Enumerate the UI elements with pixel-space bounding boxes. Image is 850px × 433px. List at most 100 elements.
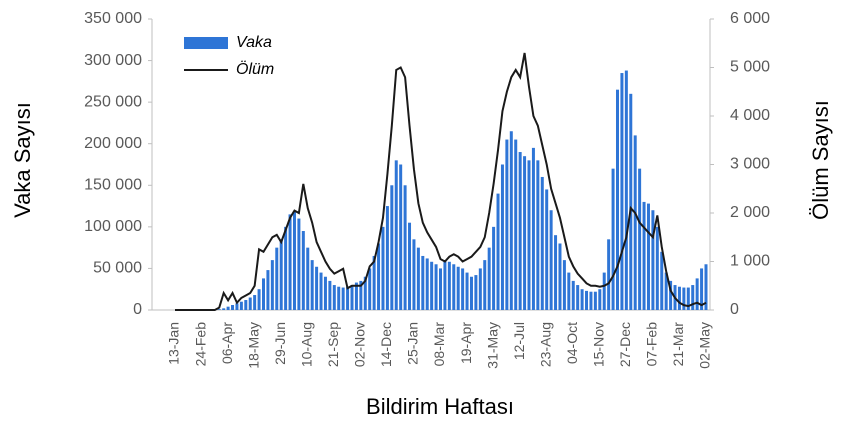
x-tick-label: 21-Sep — [325, 322, 341, 367]
bar — [469, 276, 473, 310]
bar — [598, 289, 602, 310]
x-tick-label: 07-Feb — [644, 322, 660, 367]
bar — [306, 247, 310, 310]
x-tick-label: 25-Jan — [405, 322, 421, 365]
y-tick-label: 50 000 — [93, 260, 142, 277]
bar — [461, 268, 465, 310]
y2-tick-label: 1 000 — [730, 253, 770, 270]
bar — [226, 306, 230, 310]
bar — [275, 247, 279, 310]
bar — [562, 260, 566, 310]
bar — [354, 282, 358, 310]
bar — [319, 272, 323, 310]
bar — [593, 291, 597, 310]
y-tick-label: 100 000 — [84, 218, 142, 235]
bar — [669, 280, 673, 310]
bar — [616, 89, 619, 311]
bar — [531, 147, 535, 310]
bar — [545, 189, 549, 310]
bar — [416, 247, 420, 310]
y2-tick-label: 0 — [730, 301, 739, 318]
x-tick-label: 27-Dec — [617, 322, 633, 367]
y2-tick-label: 6 000 — [730, 10, 770, 27]
y2-tick-label: 3 000 — [730, 156, 770, 173]
bar — [377, 243, 381, 310]
bar — [443, 260, 447, 310]
bar — [310, 260, 314, 310]
y-tick-label: 300 000 — [84, 52, 142, 69]
bar — [500, 164, 504, 310]
bar — [655, 226, 659, 310]
x-tick-label: 31-May — [484, 322, 500, 369]
bar — [633, 135, 637, 310]
bar — [620, 73, 624, 311]
bar — [576, 285, 580, 310]
bar — [624, 70, 628, 310]
bar — [646, 203, 650, 310]
bar — [558, 243, 562, 310]
bar — [359, 280, 363, 310]
bar — [518, 152, 522, 310]
bar — [257, 289, 261, 310]
bar — [540, 176, 544, 310]
bar — [372, 255, 376, 310]
bar — [239, 301, 243, 310]
bar — [323, 276, 327, 310]
bar — [611, 168, 615, 310]
bar — [248, 297, 252, 310]
bar — [456, 266, 460, 310]
x-tick-label: 14-Dec — [378, 322, 394, 367]
y-tick-label: 350 000 — [84, 10, 142, 27]
bar — [536, 160, 540, 310]
y2-tick-label: 4 000 — [730, 107, 770, 124]
bar — [297, 218, 301, 310]
bar — [350, 285, 354, 310]
x-tick-label: 19-Apr — [458, 322, 474, 364]
bar — [346, 286, 350, 310]
bar — [638, 168, 642, 310]
bar — [385, 206, 389, 310]
x-tick-label: 04-Oct — [564, 322, 580, 364]
bar — [363, 276, 367, 310]
bar — [554, 235, 558, 310]
y2-tick-label: 5 000 — [730, 59, 770, 76]
bar — [421, 255, 425, 310]
bar — [651, 210, 655, 310]
x-tick-label: 02-Nov — [352, 322, 368, 367]
x-tick-label: 24-Feb — [192, 322, 208, 367]
bar — [217, 309, 221, 310]
x-tick-label: 08-Mar — [431, 322, 447, 367]
bar — [439, 268, 442, 310]
bar — [580, 289, 584, 310]
x-tick-label: 10-Aug — [298, 322, 314, 367]
y-axis-title: Vaka Sayısı — [10, 102, 35, 218]
bar — [390, 185, 394, 310]
bar — [660, 251, 664, 310]
bar — [266, 270, 270, 310]
bar — [585, 290, 589, 310]
y-tick-label: 250 000 — [84, 93, 142, 110]
y2-axis-title: Ölüm Sayısı — [808, 100, 833, 220]
legend-label: Ölüm — [236, 60, 274, 78]
bar — [505, 139, 509, 310]
bar — [465, 272, 469, 310]
bar — [425, 258, 429, 310]
bar — [231, 305, 235, 310]
bar — [483, 260, 487, 310]
bar — [270, 260, 274, 310]
bar — [607, 239, 611, 310]
bar — [527, 160, 531, 310]
bar — [686, 287, 690, 310]
bar — [549, 210, 553, 310]
legend-swatch — [184, 37, 228, 49]
y-tick-label: 150 000 — [84, 177, 142, 194]
x-tick-label: 18-May — [245, 322, 261, 369]
bar — [381, 226, 385, 310]
x-axis-title: Bildirim Haftası — [366, 394, 514, 419]
bar — [341, 287, 345, 310]
bar — [332, 285, 336, 310]
x-tick-label: 29-Jun — [272, 322, 288, 365]
bar — [523, 156, 527, 310]
x-tick-label: 02-May — [697, 322, 713, 369]
bar — [279, 239, 283, 310]
